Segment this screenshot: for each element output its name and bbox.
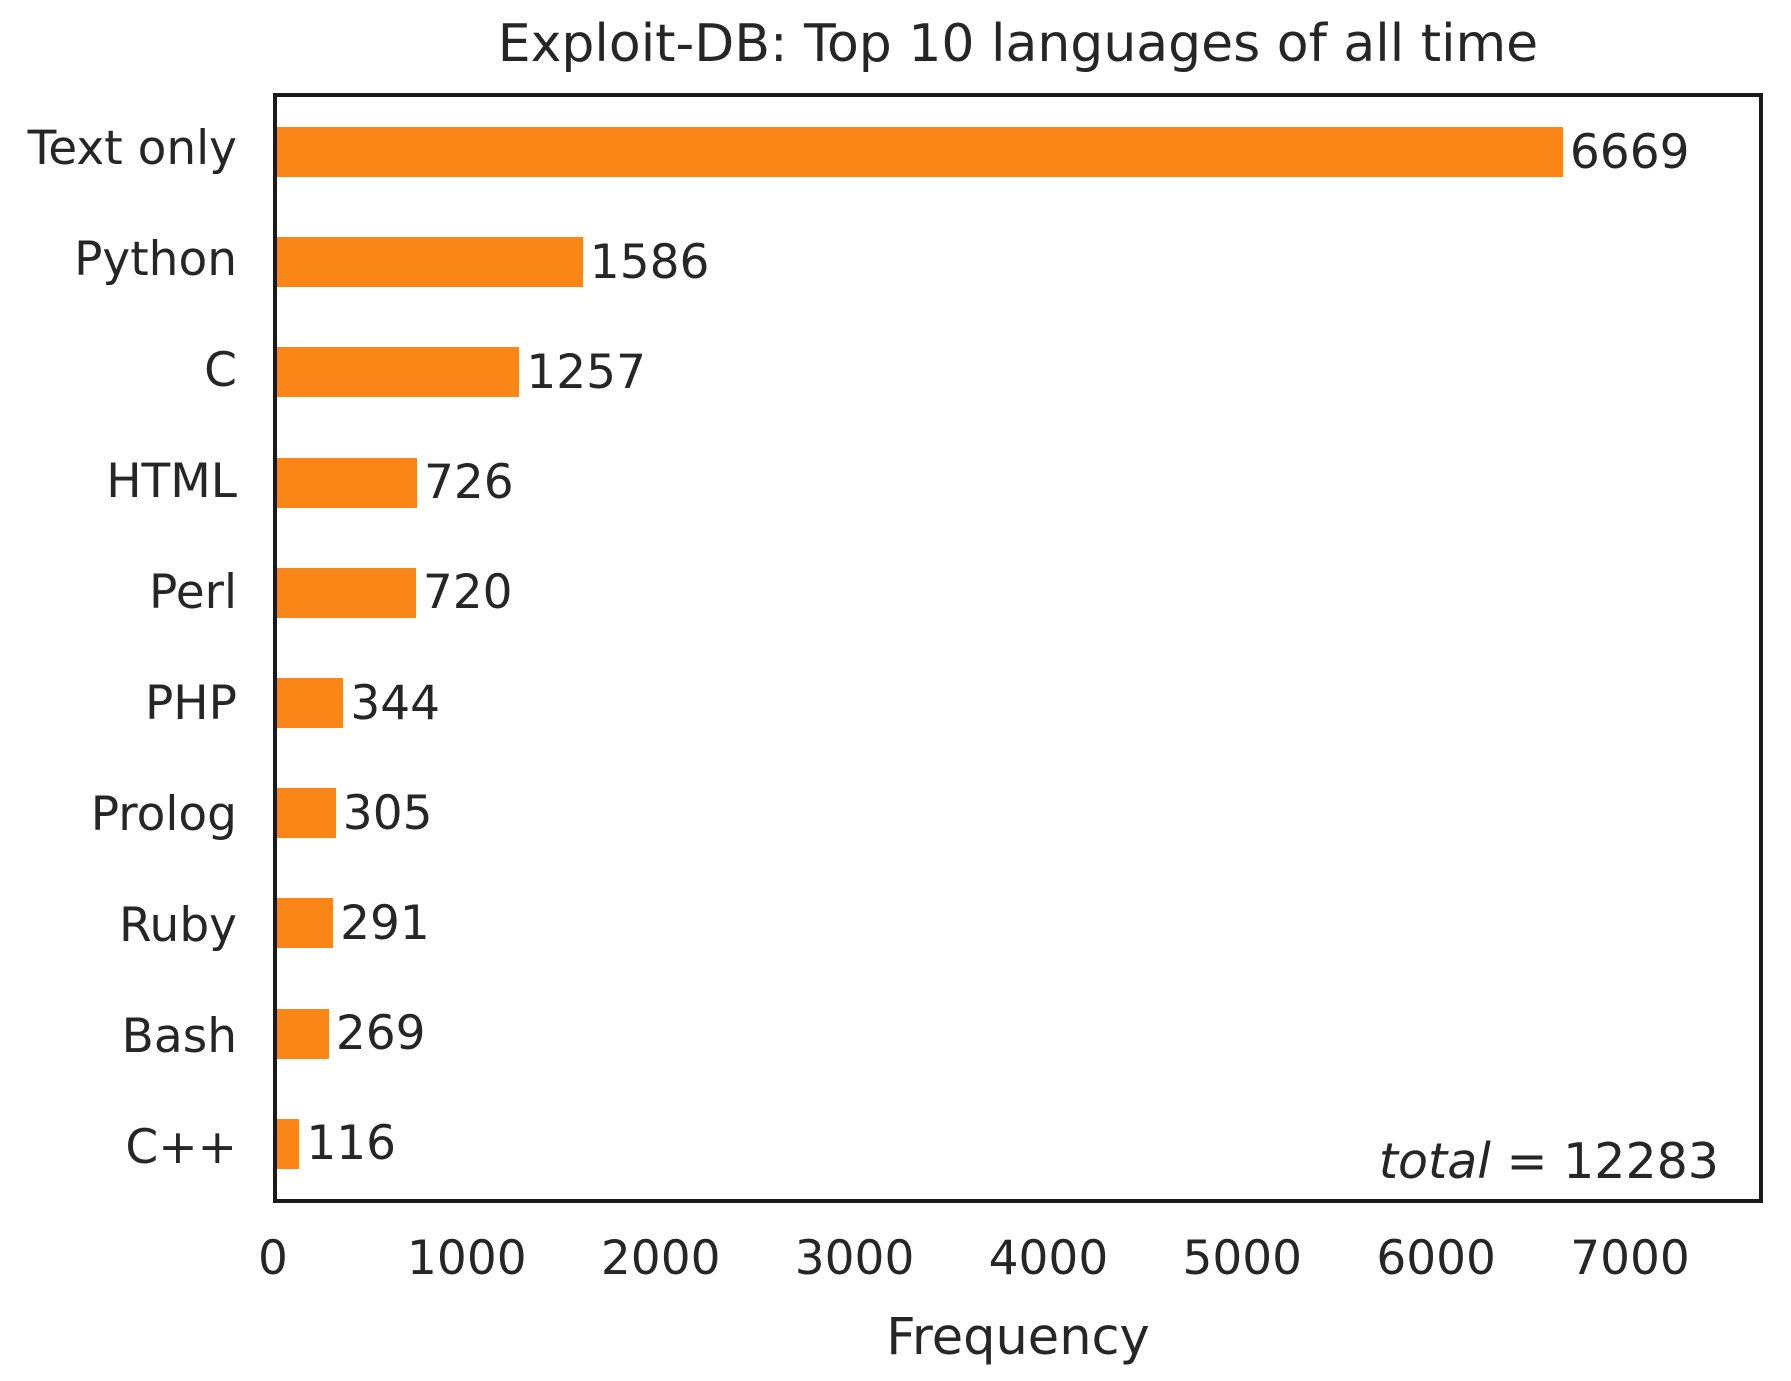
- bar-row: 1257: [277, 317, 1759, 427]
- bar: [277, 237, 583, 288]
- category-label: Ruby: [119, 898, 237, 953]
- bar-row: 344: [277, 648, 1759, 758]
- y-axis-category-labels: Text only Python C HTML Perl PHP Prolog Ruby Bas…: [0, 93, 253, 1203]
- category-label: HTML: [106, 454, 237, 509]
- bar: [277, 898, 334, 949]
- total-annotation-separator: =: [1490, 1133, 1564, 1191]
- bar: [277, 1008, 329, 1059]
- bar: [277, 347, 520, 398]
- x-tick-label: 0: [258, 1231, 288, 1286]
- x-tick-label: 4000: [988, 1231, 1109, 1286]
- bar-value-label: 116: [306, 1116, 397, 1172]
- plot-area: total = 12283 6669 1586 1257 726 720 344 305 29…: [273, 93, 1763, 1203]
- x-tick-label: 6000: [1376, 1231, 1496, 1286]
- total-annotation-label: total: [1378, 1133, 1491, 1191]
- bar-value-label: 6669: [1569, 124, 1690, 180]
- bar: [277, 127, 1563, 178]
- bar-value-label: 720: [422, 565, 513, 621]
- x-tick-label: 5000: [1182, 1231, 1303, 1286]
- x-tick-label: 7000: [1570, 1231, 1690, 1286]
- x-axis-tick-labels: 0 1000 2000 3000 4000 5000 6000 7000: [258, 1231, 1763, 1295]
- total-annotation: total = 12283: [1379, 1135, 1719, 1189]
- bar-row: 726: [277, 428, 1759, 538]
- x-tick-label: 2000: [600, 1231, 721, 1286]
- bar-value-label: 344: [350, 675, 441, 731]
- bar-value-label: 305: [342, 785, 433, 841]
- bar: [277, 567, 416, 618]
- bar-value-label: 1586: [589, 234, 710, 290]
- bar-row: 1586: [277, 207, 1759, 317]
- category-label: C++: [125, 1120, 237, 1175]
- x-axis-label: Frequency: [886, 1308, 1150, 1367]
- category-label: C: [204, 343, 237, 398]
- category-label: Text only: [27, 121, 237, 176]
- bar-row: 291: [277, 868, 1759, 978]
- bar-value-label: 291: [340, 895, 430, 951]
- bar-row: 269: [277, 979, 1759, 1089]
- bar: [277, 678, 344, 729]
- category-label: Python: [74, 232, 237, 287]
- bar: [277, 1118, 300, 1169]
- bar-value-label: 1257: [526, 344, 646, 400]
- total-annotation-value: 12283: [1563, 1133, 1719, 1191]
- bar-row: 720: [277, 538, 1759, 648]
- bar-row: 116: [277, 1089, 1759, 1199]
- category-label: PHP: [144, 676, 237, 731]
- bar: [277, 457, 417, 508]
- x-tick-label: 1000: [407, 1231, 527, 1286]
- x-tick-label: 3000: [794, 1231, 915, 1286]
- category-label: Prolog: [90, 787, 237, 842]
- category-label: Bash: [121, 1009, 237, 1064]
- bar-value-label: 269: [335, 1006, 426, 1062]
- bar-row: 305: [277, 758, 1759, 868]
- bar-row: 6669: [277, 97, 1759, 207]
- bar-value-label: 726: [423, 455, 514, 511]
- bar: [277, 788, 336, 839]
- chart-title: Exploit-DB: Top 10 languages of all time: [497, 14, 1539, 74]
- category-label: Perl: [149, 565, 237, 620]
